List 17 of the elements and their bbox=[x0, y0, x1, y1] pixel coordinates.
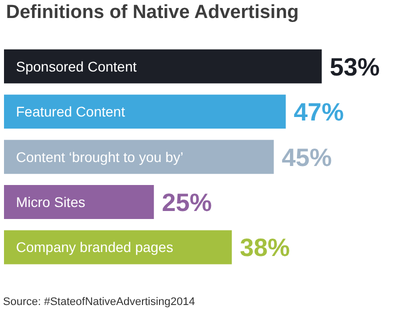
data-label: 38% bbox=[240, 234, 290, 262]
chart-title: Definitions of Native Advertising bbox=[6, 2, 299, 24]
bar bbox=[4, 185, 154, 220]
data-label: 45% bbox=[282, 144, 332, 172]
source-note: Source: #StateofNativeAdvertising2014 bbox=[3, 296, 196, 308]
bar bbox=[4, 230, 232, 264]
y-tick-label: Featured Content bbox=[16, 104, 126, 120]
y-tick-label: Content ‘brought to you by’ bbox=[16, 148, 184, 165]
bar bbox=[4, 94, 286, 129]
data-label: 53% bbox=[330, 53, 380, 82]
y-tick-label: Company branded pages bbox=[16, 239, 174, 256]
y-tick-label: Micro Sites bbox=[16, 194, 86, 210]
data-label: 25% bbox=[162, 189, 212, 218]
y-tick-label: Sponsored Content bbox=[16, 58, 137, 74]
bar bbox=[4, 140, 274, 174]
bar bbox=[4, 49, 322, 84]
data-label: 47% bbox=[294, 98, 344, 127]
